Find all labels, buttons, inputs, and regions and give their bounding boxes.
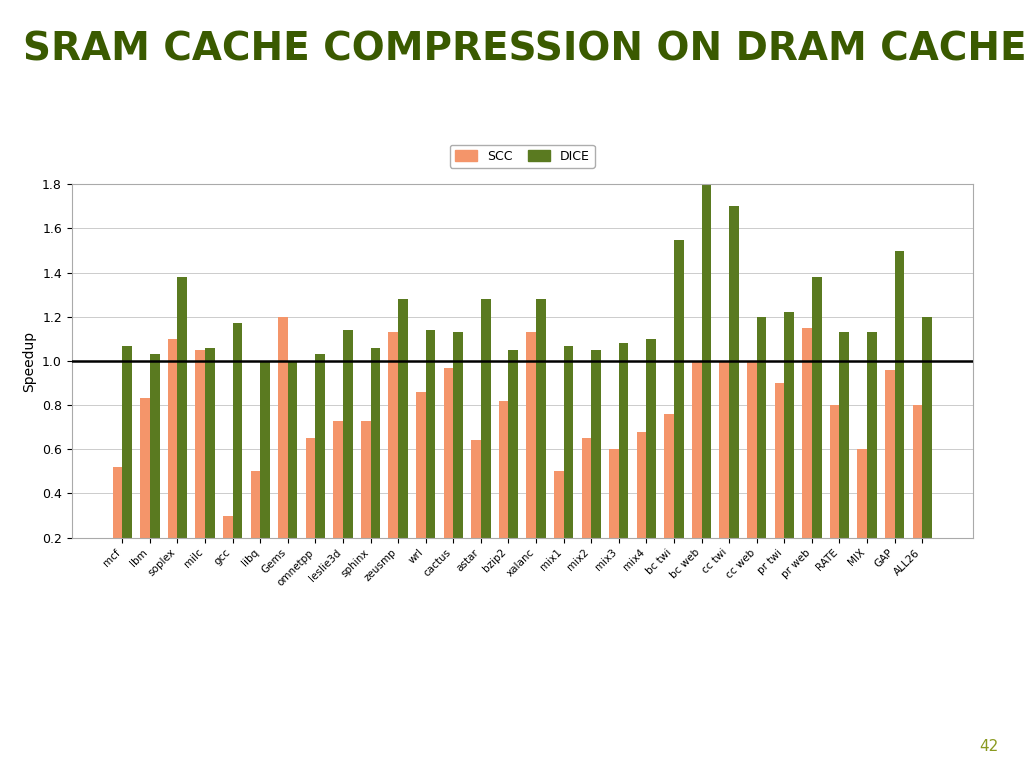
Bar [637,432,646,582]
Bar [802,328,812,582]
Bar [720,361,729,582]
Bar [388,333,398,582]
Bar [426,330,435,582]
Bar [150,354,160,582]
Bar [582,439,591,582]
Bar [554,472,563,582]
Bar [232,323,243,582]
Bar [701,184,712,582]
Bar [885,370,895,582]
Bar [774,383,784,582]
Bar [371,348,380,582]
Bar [840,333,849,582]
Bar [912,406,923,582]
Bar [113,467,122,582]
Legend: SCC, DICE: SCC, DICE [450,144,595,167]
Bar [306,439,315,582]
Bar [122,346,132,582]
Bar [398,299,408,582]
Bar [140,399,150,582]
Bar [260,361,270,582]
Bar [563,346,573,582]
Bar [168,339,177,582]
Bar [454,333,463,582]
Bar [360,421,371,582]
Bar [416,392,426,582]
Bar [618,343,629,582]
Bar [812,277,821,582]
Bar [665,414,674,582]
Bar [692,361,701,582]
Y-axis label: Speedup: Speedup [23,330,37,392]
Bar [443,368,454,582]
Bar [895,250,904,582]
Bar [609,449,618,582]
Bar [857,449,867,582]
Bar [748,361,757,582]
Bar [471,441,481,582]
Bar [223,515,232,582]
Bar [177,277,187,582]
Bar [509,350,518,582]
Bar [526,333,536,582]
Bar [674,240,684,582]
Bar [536,299,546,582]
Bar [205,348,215,582]
Bar [923,316,932,582]
Text: 42: 42 [979,739,998,754]
Bar [315,354,325,582]
Bar [591,350,601,582]
Bar [499,401,509,582]
Bar [757,316,766,582]
Bar [333,421,343,582]
Bar [784,313,794,582]
Bar [829,406,840,582]
Bar [288,361,297,582]
Text: SRAM CACHE COMPRESSION ON DRAM CACHE: SRAM CACHE COMPRESSION ON DRAM CACHE [23,31,1024,69]
Bar [196,350,205,582]
Bar [729,207,738,582]
Bar [646,339,656,582]
Bar [279,316,288,582]
Bar [481,299,490,582]
Bar [867,333,877,582]
Bar [343,330,352,582]
Bar [251,472,260,582]
